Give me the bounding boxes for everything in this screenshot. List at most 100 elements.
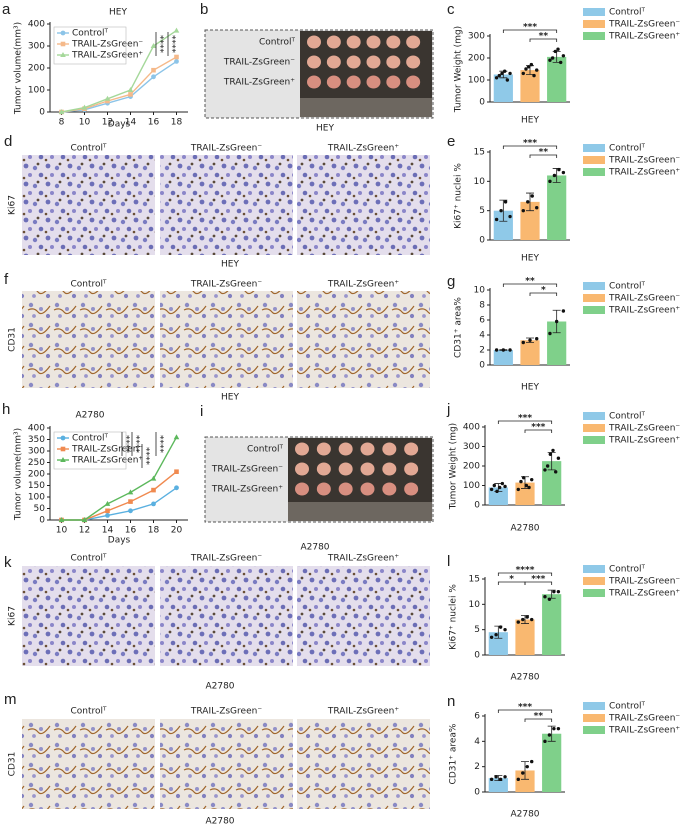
y-axis-title: Tumor volume(mm³) <box>14 428 24 521</box>
x-tick-label: 12 <box>102 118 113 128</box>
annotation: **** <box>155 35 165 54</box>
x-axis-title: HEY <box>521 383 539 393</box>
column-label: TRAIL-ZsGreen⁺ <box>327 707 399 717</box>
row-label: Ki67 <box>8 606 18 626</box>
y-tick-label: 400 <box>463 423 480 433</box>
ihc-image <box>297 719 430 809</box>
row-label: Controlᵀ <box>247 445 284 455</box>
panel-letter: c <box>447 1 455 18</box>
tumor <box>295 482 309 496</box>
y-tick-label: 0 <box>474 788 480 798</box>
data-point <box>530 617 534 622</box>
x-tick-label: 18 <box>171 118 183 128</box>
tumor <box>404 442 419 456</box>
tumor <box>316 482 331 496</box>
tumor <box>316 442 331 456</box>
bar <box>488 778 508 792</box>
significance-label: **** <box>516 566 535 576</box>
y-tick-label: 100 <box>468 76 485 86</box>
tumor <box>382 482 397 496</box>
ihc-image <box>160 566 293 666</box>
y-axis-title: Tumor Weight (mg) <box>449 423 459 510</box>
data-point <box>556 456 561 460</box>
row-label: Controlᵀ <box>259 38 296 48</box>
annotation: **** <box>121 435 131 454</box>
significance-bracket <box>497 572 553 576</box>
data-point <box>516 487 520 492</box>
x-axis-title: A2780 <box>510 810 539 820</box>
series-line <box>61 30 177 113</box>
data-point <box>174 59 179 64</box>
row-label: TRAIL-ZsGreen⁺ <box>211 485 283 495</box>
significance-bracket <box>497 709 553 713</box>
column-label: TRAIL-ZsGreen⁺ <box>327 280 399 290</box>
significance-label: *** <box>531 423 545 433</box>
x-tick-label: 14 <box>102 526 114 536</box>
significance-label: ** <box>525 277 535 287</box>
data-point <box>556 589 561 594</box>
chart-title: HEY <box>109 8 127 18</box>
tumor <box>360 462 375 476</box>
data-point <box>105 513 110 518</box>
bar <box>542 733 562 792</box>
legend-label: TRAIL-ZsGreen⁻ <box>71 445 143 455</box>
x-tick-label: 18 <box>148 526 160 536</box>
x-tick-label: 12 <box>79 526 90 536</box>
annotation: **** <box>167 35 177 54</box>
series-line <box>61 436 178 521</box>
y-tick-label: 200 <box>468 54 485 64</box>
data-point <box>151 74 156 80</box>
legend-label: TRAIL-ZsGreen⁻ <box>608 577 680 587</box>
data-point <box>535 68 539 72</box>
annotation: **** <box>141 447 151 466</box>
legend-label: Controlᵀ <box>609 144 646 154</box>
data-point <box>494 633 498 637</box>
tumor <box>307 35 321 49</box>
tumor <box>338 482 353 496</box>
data-point <box>516 777 520 782</box>
data-point <box>530 194 534 198</box>
panel-letter: n <box>447 693 455 710</box>
legend-label: TRAIL-ZsGreen⁺ <box>71 51 143 61</box>
data-point <box>503 484 507 489</box>
legend-label: Controlᵀ <box>609 282 646 292</box>
bar <box>515 619 535 655</box>
data-point <box>516 620 520 624</box>
data-point <box>561 170 566 175</box>
data-point <box>499 208 503 213</box>
ihc-image <box>297 566 430 666</box>
legend-label: TRAIL-ZsGreen⁻ <box>71 40 143 50</box>
data-point <box>58 517 65 522</box>
data-point <box>508 214 512 219</box>
data-point <box>524 67 528 71</box>
y-tick-label: 0 <box>479 236 485 246</box>
significance-bracket <box>502 283 558 287</box>
y-tick-label: 2 <box>479 346 485 356</box>
tumor <box>406 35 421 49</box>
y-tick-label: 200 <box>28 470 45 480</box>
panel-caption: HEY <box>221 393 239 403</box>
significance-label: *** <box>518 414 532 424</box>
legend-label: Controlᵀ <box>609 412 646 422</box>
data-point <box>525 615 529 619</box>
data-point <box>521 208 525 213</box>
y-tick-label: 50 <box>34 504 46 514</box>
bar <box>493 350 513 365</box>
y-tick-label: 250 <box>28 458 45 468</box>
data-point <box>105 508 110 514</box>
bar <box>520 340 540 365</box>
legend-label: TRAIL-ZsGreen⁻ <box>608 156 680 166</box>
tumor <box>316 462 331 476</box>
legend-label: TRAIL-ZsGreen⁻ <box>608 714 680 724</box>
data-point <box>151 501 156 507</box>
tumor <box>386 55 401 69</box>
y-tick-label: 100 <box>28 86 45 96</box>
y-tick-label: 100 <box>28 493 45 503</box>
x-tick-label: 20 <box>171 526 183 536</box>
data-point <box>497 485 502 490</box>
legend-label: TRAIL-ZsGreen⁺ <box>608 436 680 446</box>
data-point <box>502 69 507 73</box>
data-point <box>127 87 134 92</box>
legend-marker <box>60 41 66 47</box>
legend-swatch <box>583 168 605 176</box>
